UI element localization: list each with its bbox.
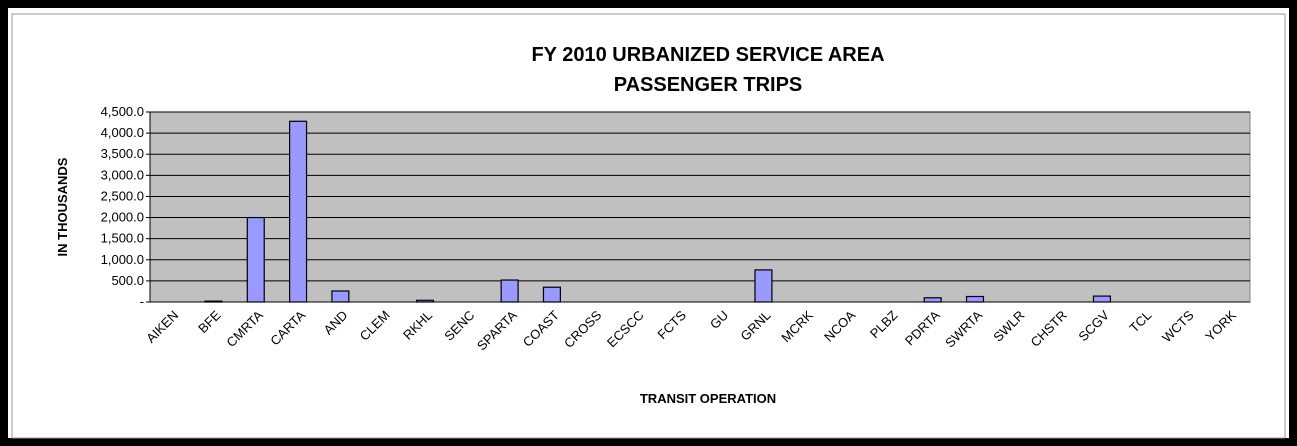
y-tick-label: 500.0 bbox=[111, 273, 144, 288]
y-tick-label: 4,500.0 bbox=[101, 104, 144, 119]
y-tick-label: 4,000.0 bbox=[101, 125, 144, 140]
chart-title: PASSENGER TRIPS bbox=[614, 74, 803, 96]
bar bbox=[1092, 295, 1111, 303]
bar bbox=[289, 120, 308, 303]
bar bbox=[415, 299, 435, 303]
plot-area bbox=[149, 111, 1251, 303]
y-tick-label: 2,500.0 bbox=[101, 188, 144, 203]
y-tick-label: 3,000.0 bbox=[101, 167, 144, 182]
y-axis-title: IN THOUSANDS bbox=[55, 157, 70, 256]
bar bbox=[331, 290, 350, 303]
bar bbox=[542, 286, 561, 303]
bar bbox=[923, 297, 942, 303]
x-axis-title: TRANSIT OPERATION bbox=[640, 391, 776, 406]
bar bbox=[500, 279, 519, 303]
y-tick-label: - bbox=[140, 294, 144, 309]
bar bbox=[246, 216, 265, 303]
bar bbox=[754, 269, 773, 303]
y-tick-label: 1,500.0 bbox=[101, 231, 144, 246]
y-tick-label: 2,000.0 bbox=[101, 210, 144, 225]
bar bbox=[204, 300, 223, 303]
chart-title: FY 2010 URBANIZED SERVICE AREA bbox=[531, 44, 884, 66]
bar bbox=[965, 295, 985, 303]
y-tick-label: 1,000.0 bbox=[101, 252, 144, 267]
y-tick-label: 3,500.0 bbox=[101, 146, 144, 161]
